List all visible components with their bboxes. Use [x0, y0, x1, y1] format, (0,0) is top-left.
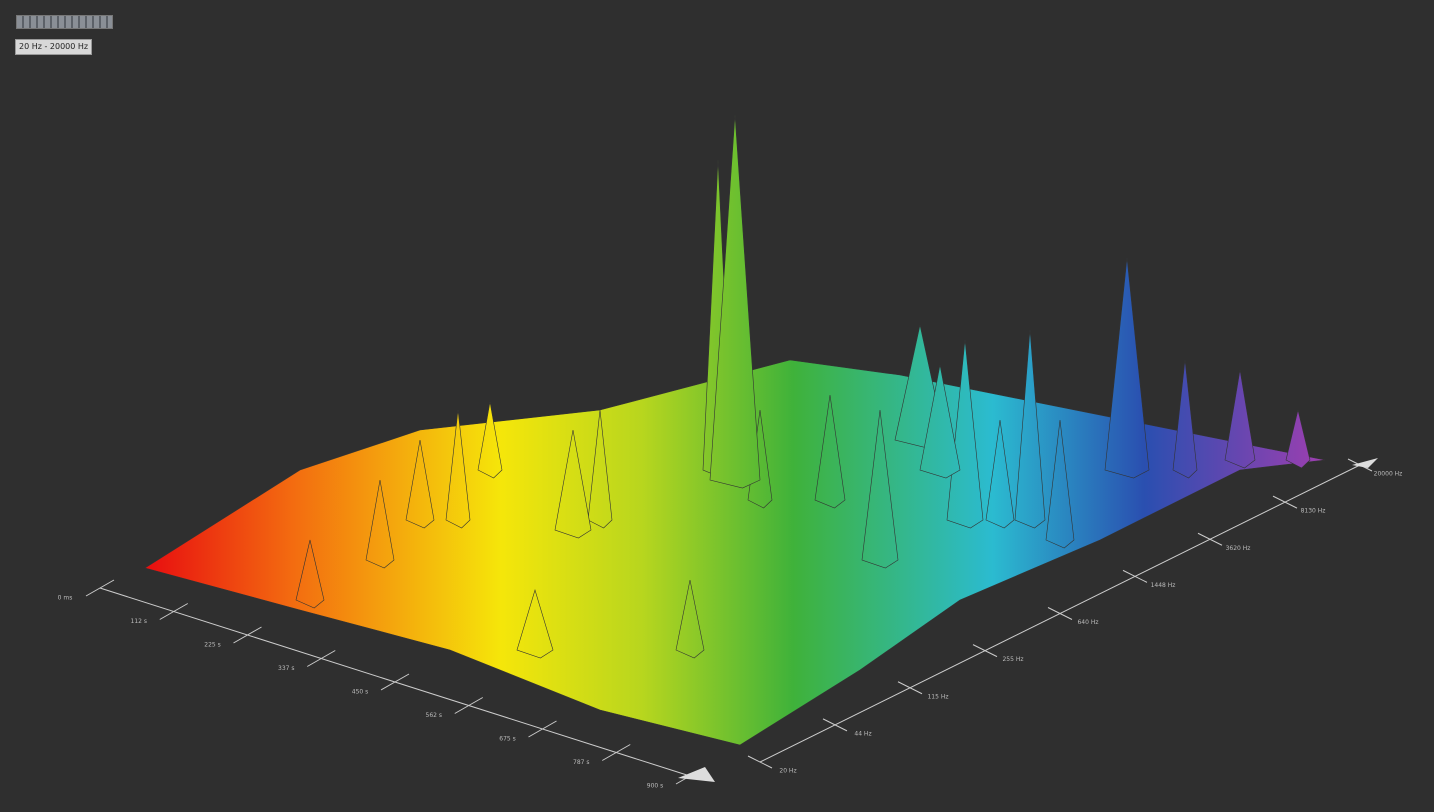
surface-peak	[477, 401, 503, 479]
axis-tick	[1047, 607, 1073, 620]
surface-peak	[587, 409, 613, 529]
axis-tick-label: 8130 Hz	[1301, 508, 1326, 515]
surface-peak	[709, 114, 761, 489]
surface-peak	[1045, 419, 1075, 549]
axis-tick-label: 337 s	[278, 665, 295, 672]
axis-tick	[1197, 532, 1223, 546]
surface-peak	[405, 439, 435, 529]
axis-tick	[747, 755, 773, 769]
axis-tick	[454, 697, 483, 714]
axis-tick-label: 900 s	[647, 783, 664, 790]
range-button[interactable]: 20 Hz - 20000 Hz	[15, 39, 93, 55]
axis-tick	[1122, 569, 1148, 583]
frequency-axis-arrow	[1352, 458, 1378, 468]
axis-tick-label: 787 s	[573, 759, 590, 766]
surface-peak	[946, 339, 984, 529]
surface-peak	[1285, 409, 1311, 469]
surface-peak	[675, 579, 705, 659]
axis-tick	[972, 644, 998, 658]
axis-tick-label: 112 s	[131, 618, 148, 625]
surface-peak	[861, 409, 899, 569]
axis-tick	[897, 681, 923, 695]
surface-peak	[985, 419, 1015, 529]
surface-peak	[516, 588, 554, 659]
time-axis-arrow	[678, 767, 715, 782]
level-meter	[16, 15, 113, 29]
axis-tick-label: 1448 Hz	[1151, 582, 1176, 589]
axis-tick	[85, 579, 115, 597]
surface-peak	[1224, 369, 1256, 469]
surface-peak	[554, 429, 592, 539]
axis-tick-label: 3620 Hz	[1226, 545, 1251, 552]
axis-tick	[159, 603, 188, 620]
axis-tick-label: 115 Hz	[927, 693, 948, 700]
axis-tick-label: 44 Hz	[854, 730, 871, 737]
axis-tick-label: 20000 Hz	[1374, 471, 1403, 478]
axis-tick-label: 562 s	[426, 712, 443, 719]
surface-peak	[365, 479, 395, 569]
surface-peak	[814, 394, 846, 509]
axis-tick	[1272, 495, 1298, 509]
axis-tick-label: 675 s	[499, 736, 516, 743]
axis-tick	[528, 720, 557, 738]
axis-tick-label: 20 Hz	[779, 768, 796, 775]
axis-tick-label: 640 Hz	[1077, 619, 1098, 626]
axis-tick	[822, 718, 848, 732]
axis-tick-label: 450 s	[352, 689, 369, 696]
surface-peak	[919, 364, 961, 479]
surface-peak	[1104, 257, 1150, 479]
surface-peak	[1172, 359, 1198, 479]
axis-tick-label: 225 s	[204, 642, 221, 649]
axis-tick-label: 0 ms	[58, 595, 73, 602]
surface-peak	[445, 409, 471, 529]
axis-tick	[233, 626, 262, 644]
axis-tick-label: 255 Hz	[1002, 656, 1023, 663]
axis-tick	[602, 744, 631, 761]
surface-peak	[295, 539, 325, 609]
axis-tick	[307, 650, 336, 667]
axis-tick	[380, 673, 410, 691]
surface-peak	[1014, 329, 1046, 529]
